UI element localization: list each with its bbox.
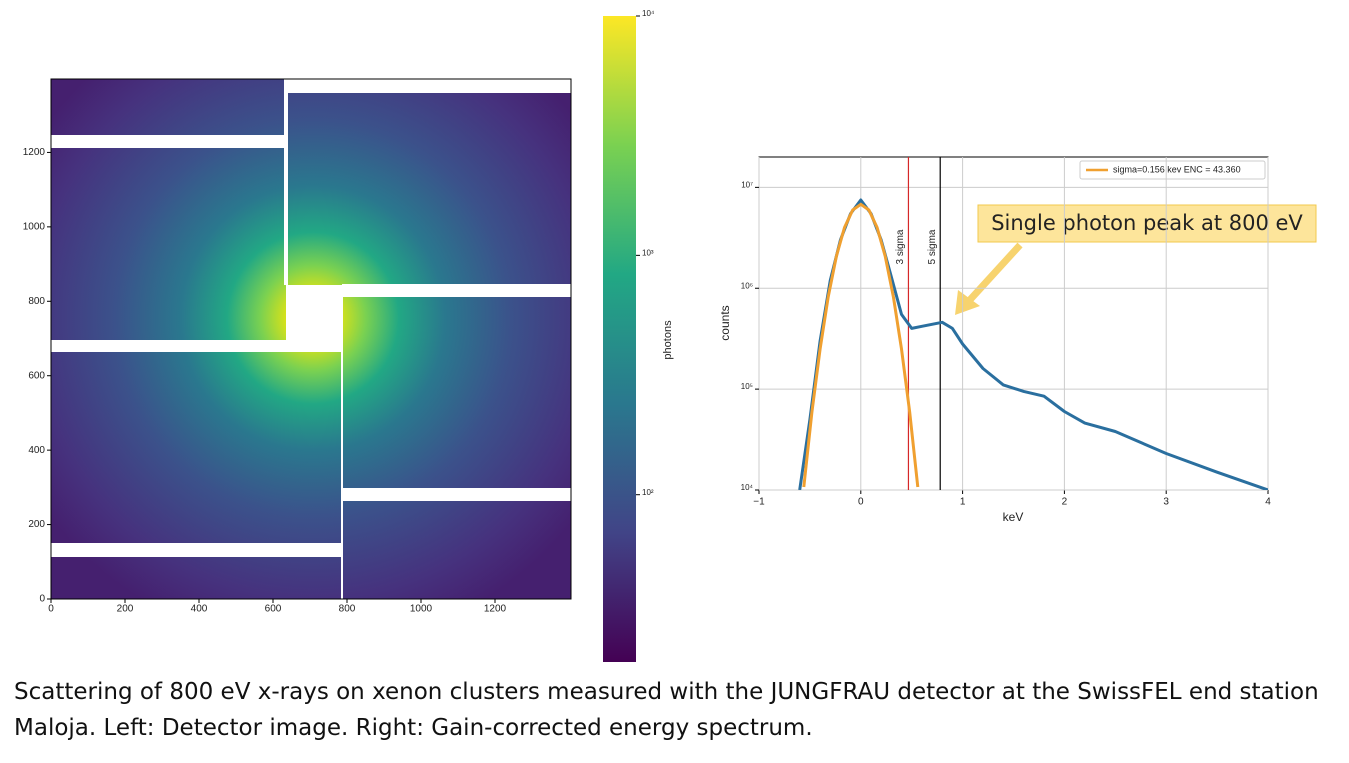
x-axis-label: keV: [1003, 510, 1024, 524]
gap: [51, 135, 286, 148]
axes-frame: [50, 78, 572, 600]
x-tick-label: 1000: [410, 604, 433, 615]
gap: [286, 285, 342, 352]
y-tick-label: 1200: [23, 147, 46, 158]
x-tick-label: 1200: [484, 604, 507, 615]
colorbar: [603, 16, 636, 662]
x-tick-label: 400: [191, 604, 208, 615]
y-tick-label: 400: [28, 445, 45, 456]
colorbar-tick-label: 10³: [642, 248, 654, 257]
x-tick-label: 800: [339, 604, 356, 615]
gap: [51, 543, 342, 557]
y-axis-label: counts: [718, 305, 732, 340]
series-line: [802, 202, 920, 488]
legend: [1079, 160, 1266, 180]
gap: [284, 79, 288, 285]
y-tick-label: 1000: [23, 221, 46, 232]
x-tick-label: 200: [117, 604, 134, 615]
detector-image: [50, 78, 572, 600]
gap: [341, 297, 343, 599]
x-tick-label: 3: [1163, 497, 1169, 508]
y-tick-label: 600: [28, 370, 45, 381]
colorbar-tick-label: 10⁴: [642, 9, 655, 18]
x-tick-label: 4: [1265, 497, 1271, 508]
annotation-arrow: [965, 242, 1023, 305]
x-tick-label: 0: [858, 497, 864, 508]
y-tick-label: 10⁴: [741, 483, 754, 492]
y-tick-label: 10⁷: [741, 180, 753, 189]
y-tick-label: 200: [28, 519, 45, 530]
threshold-label: 5 sigma: [927, 229, 938, 264]
module-gaps: [51, 79, 571, 599]
x-tick-label: −1: [753, 497, 765, 508]
y-tick-label: 10⁶: [741, 281, 753, 290]
y-tick-label: 0: [39, 594, 45, 605]
x-tick-label: 2: [1062, 497, 1068, 508]
colorbar-tick-label: 10²: [642, 488, 654, 497]
x-tick-label: 0: [48, 604, 54, 615]
figure: photons keV counts Single photon peak at…: [23, 9, 1317, 662]
legend-label: sigma=0.156 kev ENC = 43.360: [1113, 164, 1241, 174]
gap: [342, 488, 571, 501]
x-tick-label: 600: [265, 604, 282, 615]
series-line: [798, 198, 1268, 490]
colorbar-label: photons: [662, 320, 674, 360]
caption: Scattering of 800 eV x-rays on xenon clu…: [14, 679, 1319, 741]
annotation-box: [977, 204, 1317, 243]
annotation: Single photon peak at 800 eV: [991, 211, 1303, 235]
annotation-arrowhead: [955, 290, 980, 315]
plot-area: [798, 157, 1268, 490]
x-tick-label: 1: [960, 497, 966, 508]
y-tick-label: 10⁵: [741, 382, 753, 391]
gap: [286, 79, 571, 93]
y-tick-label: 800: [28, 296, 45, 307]
threshold-label: 3 sigma: [895, 229, 906, 264]
gap: [51, 340, 286, 352]
gap: [342, 284, 571, 297]
